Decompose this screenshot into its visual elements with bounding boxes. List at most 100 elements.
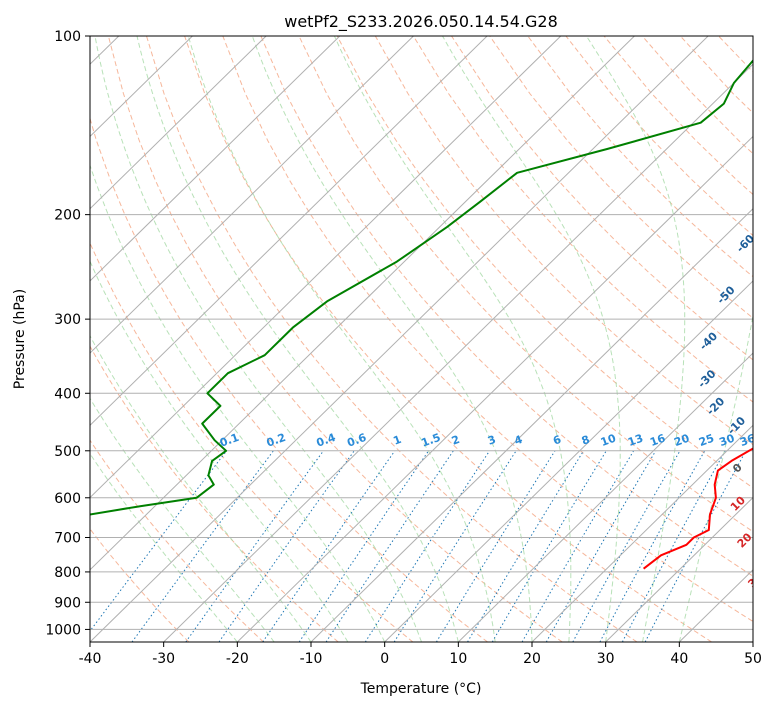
moist-adiabat <box>251 36 533 642</box>
moist-adiabat <box>442 36 621 642</box>
mixing-ratio-line <box>90 450 227 632</box>
x-axis-label: Temperature (°C) <box>360 681 482 697</box>
moist-adiabat <box>136 36 459 642</box>
isotherm-label: 10 <box>728 493 748 513</box>
isotherm-line <box>90 36 709 642</box>
isotherm-line <box>90 36 488 427</box>
y-tick-label: 100 <box>54 29 81 45</box>
dry-adiabat-label: -30 <box>695 367 718 390</box>
dry-adiabat <box>90 439 264 642</box>
isotherm-line <box>90 36 562 499</box>
mixing-ratio-line <box>218 450 355 642</box>
temperature-line <box>642 447 753 570</box>
dry-adiabat <box>298 36 753 533</box>
y-tick-label: 1000 <box>45 622 81 638</box>
isotherm-line <box>384 280 753 642</box>
mixing-ratio-line <box>521 450 635 642</box>
isobar-grid <box>90 36 753 630</box>
dry-adiabat-label: -60 <box>734 232 757 255</box>
moist-adiabat <box>90 260 349 642</box>
dry-adiabats <box>90 36 775 642</box>
isotherm-line <box>90 36 635 571</box>
isotherm-grid <box>90 36 753 642</box>
dry-adiabat <box>222 36 753 623</box>
dry-adiabat-label: -50 <box>714 283 737 306</box>
x-tick-label: -30 <box>152 651 175 667</box>
dry-adiabat <box>90 116 488 642</box>
mixing-ratio-label: 20 <box>672 431 691 449</box>
x-tick-label: 10 <box>449 651 467 667</box>
mixing-ratio-label: 0.1 <box>218 431 241 450</box>
chart-title: wetPf2_S233.2026.050.14.54.G28 <box>284 12 558 32</box>
dry-adiabat <box>90 528 190 642</box>
mixing-ratio-line <box>491 450 607 642</box>
y-tick-label: 200 <box>54 208 81 224</box>
mixing-ratio-label: 30 <box>717 431 736 449</box>
mixing-ratio-line <box>185 450 324 642</box>
mixing-ratio-line <box>545 450 657 642</box>
dry-adiabat <box>527 36 753 278</box>
dewpoint-line <box>90 59 753 516</box>
y-tick-label: 300 <box>54 312 81 328</box>
isotherm-label: 20 <box>735 530 755 550</box>
dry-adiabat <box>90 241 414 642</box>
moist-adiabat <box>90 163 386 642</box>
moist-adiabat <box>94 36 422 642</box>
moist-adiabat <box>90 334 312 642</box>
mixing-ratio-line <box>599 450 706 642</box>
isotherm-line <box>90 36 193 138</box>
moist-adiabat <box>585 36 686 642</box>
isotherm-line <box>310 207 753 642</box>
mixing-ratio-line <box>298 450 430 642</box>
moist-adiabat <box>678 36 753 642</box>
isotherm-line <box>90 36 414 354</box>
mixing-ratio-label: 36 <box>738 431 757 449</box>
mixing-ratio-line <box>325 450 454 642</box>
dry-adiabat <box>146 36 638 642</box>
x-tick-label: 30 <box>597 651 615 667</box>
y-tick-label: 900 <box>54 595 81 611</box>
mixing-ratio-label: 25 <box>697 432 716 449</box>
y-tick-label: 700 <box>54 531 81 547</box>
x-tick-label: -40 <box>79 651 102 667</box>
x-tick-label: 0 <box>380 651 389 667</box>
dry-adiabat-label: -70 <box>761 176 775 199</box>
mixing-ratio-line <box>621 450 726 642</box>
x-tick-label: 40 <box>670 651 688 667</box>
x-tick-label: -20 <box>226 651 249 667</box>
x-axis-ticks: -40 -30 -20 -10 0 10 20 30 40 50 <box>79 642 762 667</box>
mixing-ratio-label: 1 <box>391 433 403 448</box>
mixing-ratio-label: 3 <box>486 433 498 448</box>
sounding-profiles <box>90 59 753 570</box>
dry-adiabat <box>107 36 563 642</box>
x-tick-label: -10 <box>300 651 323 667</box>
mixing-ratio-label: 13 <box>626 432 645 449</box>
moist-adiabat <box>333 36 572 642</box>
mixing-ratio-label: 0.6 <box>345 431 368 450</box>
isotherm-line <box>752 641 753 642</box>
mixing-ratio-lines <box>90 450 747 642</box>
dry-adiabat <box>489 36 753 319</box>
dry-adiabat <box>260 36 753 577</box>
isotherm-label: 30 <box>745 570 765 590</box>
dry-adiabat <box>451 36 753 361</box>
moist-adiabat <box>187 36 496 642</box>
mixing-ratio-line <box>364 450 491 642</box>
y-tick-label: 800 <box>54 565 81 581</box>
dry-adiabat <box>679 36 753 114</box>
isotherm-line <box>163 63 753 642</box>
moist-adiabat <box>90 397 275 642</box>
x-tick-label: 20 <box>523 651 541 667</box>
mixing-ratio-label: 6 <box>551 433 563 448</box>
y-axis-label: Pressure (hPa) <box>12 289 28 389</box>
isotherm-line <box>236 135 753 642</box>
moist-adiabats <box>90 36 753 642</box>
dry-adiabat <box>757 36 775 642</box>
y-tick-label: 400 <box>54 386 81 402</box>
isotherm-line <box>531 424 753 642</box>
y-tick-label: 600 <box>54 491 81 507</box>
mixing-ratio-label: 0.4 <box>315 431 338 450</box>
plot-frame <box>89 35 754 643</box>
mixing-ratio-line <box>644 450 747 642</box>
